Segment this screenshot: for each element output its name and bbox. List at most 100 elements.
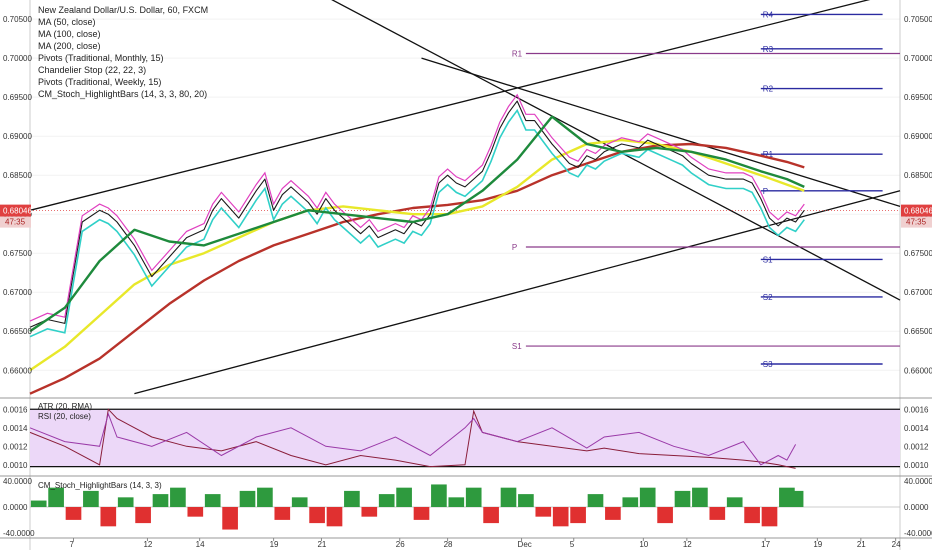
stoch-bar <box>692 487 708 507</box>
stoch-bar <box>587 494 604 507</box>
stoch-bar <box>744 507 760 524</box>
stoch-bar <box>709 507 726 520</box>
atr-tick-left: 0.0012 <box>3 442 28 451</box>
stoch-bar <box>239 490 256 507</box>
stoch-tick-left: -40.0000 <box>3 529 35 538</box>
x-tick-label: 12 <box>143 540 152 549</box>
stoch-bar <box>30 500 47 507</box>
price-tick-right: 0.69500 <box>904 93 932 102</box>
weekly-pivot-label-s1: S1 <box>763 255 773 264</box>
atr-tick-left: 0.0014 <box>3 424 28 433</box>
indicator-chandelier[interactable]: Chandelier Stop (22, 22, 3) <box>38 65 146 75</box>
stoch-bar <box>100 507 117 527</box>
price-tick-left: 0.67000 <box>3 288 32 297</box>
atr-tick-right: 0.0012 <box>904 442 929 451</box>
x-tick-label: 19 <box>813 540 822 549</box>
series-price <box>29 100 805 328</box>
monthly-pivot-label-r1: R1 <box>512 49 523 58</box>
price-tick-right: 0.66500 <box>904 327 932 336</box>
x-tick-label: 21 <box>317 540 326 549</box>
stoch-bar <box>152 494 169 507</box>
countdown-text-right: 47:35 <box>906 218 927 227</box>
stoch-tick-left: 40.0000 <box>3 477 32 486</box>
stoch-label[interactable]: CM_Stoch_HighlightBars (14, 3, 3) <box>38 481 162 490</box>
atr-tick-right: 0.0010 <box>904 461 929 470</box>
rsi-label[interactable]: RSI (20, close) <box>38 412 91 421</box>
price-tick-right: 0.69000 <box>904 132 932 141</box>
stoch-bar <box>726 497 743 507</box>
stoch-bar <box>187 507 204 517</box>
price-tick-right: 0.67500 <box>904 249 932 258</box>
indicator-ma200[interactable]: MA (200, close) <box>38 41 101 51</box>
x-tick-label: 24 <box>892 540 901 549</box>
current-price-badge-left <box>0 204 31 217</box>
price-tick-left: 0.66000 <box>3 366 32 375</box>
atr-tick-left: 0.0016 <box>3 405 28 414</box>
x-tick-label: 7 <box>70 540 75 549</box>
trendline-4[interactable] <box>421 57 901 208</box>
stoch-bar <box>378 494 395 507</box>
chart-title: New Zealand Dollar/U.S. Dollar, 60, FXCM <box>38 5 208 15</box>
stoch-tick-right: -40.0000 <box>904 529 932 538</box>
weekly-pivot-label-s2: S2 <box>763 293 773 302</box>
weekly-pivot-label-r1: R1 <box>763 150 774 159</box>
stoch-bar <box>83 490 99 507</box>
stoch-bar <box>657 507 673 524</box>
atr-tick-right: 0.0016 <box>904 405 929 414</box>
price-tick-left: 0.69500 <box>3 93 32 102</box>
stoch-bar <box>309 507 325 524</box>
stoch-bar <box>117 497 134 507</box>
stoch-bar <box>787 490 804 507</box>
atr-tick-right: 0.0014 <box>904 424 929 433</box>
price-tick-left: 0.69000 <box>3 132 32 141</box>
stoch-bar <box>170 487 186 507</box>
stoch-bar <box>448 497 465 507</box>
weekly-pivot-label-r2: R2 <box>763 85 774 94</box>
x-tick-label: 21 <box>857 540 866 549</box>
stoch-bar <box>135 507 151 524</box>
stoch-bar <box>344 490 360 507</box>
stoch-bar <box>413 507 430 520</box>
stoch-bar <box>291 497 308 507</box>
x-tick-label: 26 <box>396 540 405 549</box>
stoch-bar <box>257 487 273 507</box>
stoch-bar <box>500 487 517 507</box>
stoch-bar <box>605 507 621 520</box>
stoch-bar <box>222 507 238 530</box>
price-tick-left: 0.68500 <box>3 171 32 180</box>
stoch-bar <box>48 487 64 507</box>
x-tick-label: 14 <box>196 540 205 549</box>
trendline-3[interactable] <box>317 0 901 301</box>
x-tick-label: 28 <box>444 540 453 549</box>
indicator-ma50[interactable]: MA (50, close) <box>38 17 96 27</box>
stoch-bar <box>65 507 82 520</box>
atr-tick-left: 0.0010 <box>3 461 28 470</box>
price-tick-left: 0.70000 <box>3 54 32 63</box>
indicator-pivots-monthly[interactable]: Pivots (Traditional, Monthly, 15) <box>38 53 164 63</box>
weekly-pivot-label-r4: R4 <box>763 10 774 19</box>
x-tick-label: 5 <box>570 540 575 549</box>
x-tick-label: 12 <box>683 540 692 549</box>
x-tick-label: 19 <box>270 540 279 549</box>
stoch-bar <box>761 507 778 527</box>
stoch-tick-right: 40.0000 <box>904 477 932 486</box>
current-price-badge-right <box>901 204 932 217</box>
stoch-bar <box>431 484 447 507</box>
trendline-1[interactable] <box>29 0 900 211</box>
atr-label[interactable]: ATR (20, RMA) <box>38 402 92 411</box>
indicator-cm-stoch[interactable]: CM_Stoch_HighlightBars (14, 3, 3, 80, 20… <box>38 89 207 99</box>
x-tick-label: Dec <box>518 540 532 549</box>
stoch-tick-left: 0.0000 <box>3 503 28 512</box>
indicator-pivots-weekly[interactable]: Pivots (Traditional, Weekly, 15) <box>38 77 161 87</box>
x-tick-label: 10 <box>639 540 648 549</box>
stoch-bar <box>465 487 482 507</box>
price-tick-left: 0.66500 <box>3 327 32 336</box>
price-tick-right: 0.66000 <box>904 366 932 375</box>
countdown-text-left: 47:35 <box>5 218 26 227</box>
price-tick-right: 0.70500 <box>904 15 932 24</box>
stoch-bar <box>483 507 499 524</box>
trendline-2[interactable] <box>134 190 901 395</box>
indicator-ma100[interactable]: MA (100, close) <box>38 29 101 39</box>
countdown-badge-left <box>0 216 31 228</box>
